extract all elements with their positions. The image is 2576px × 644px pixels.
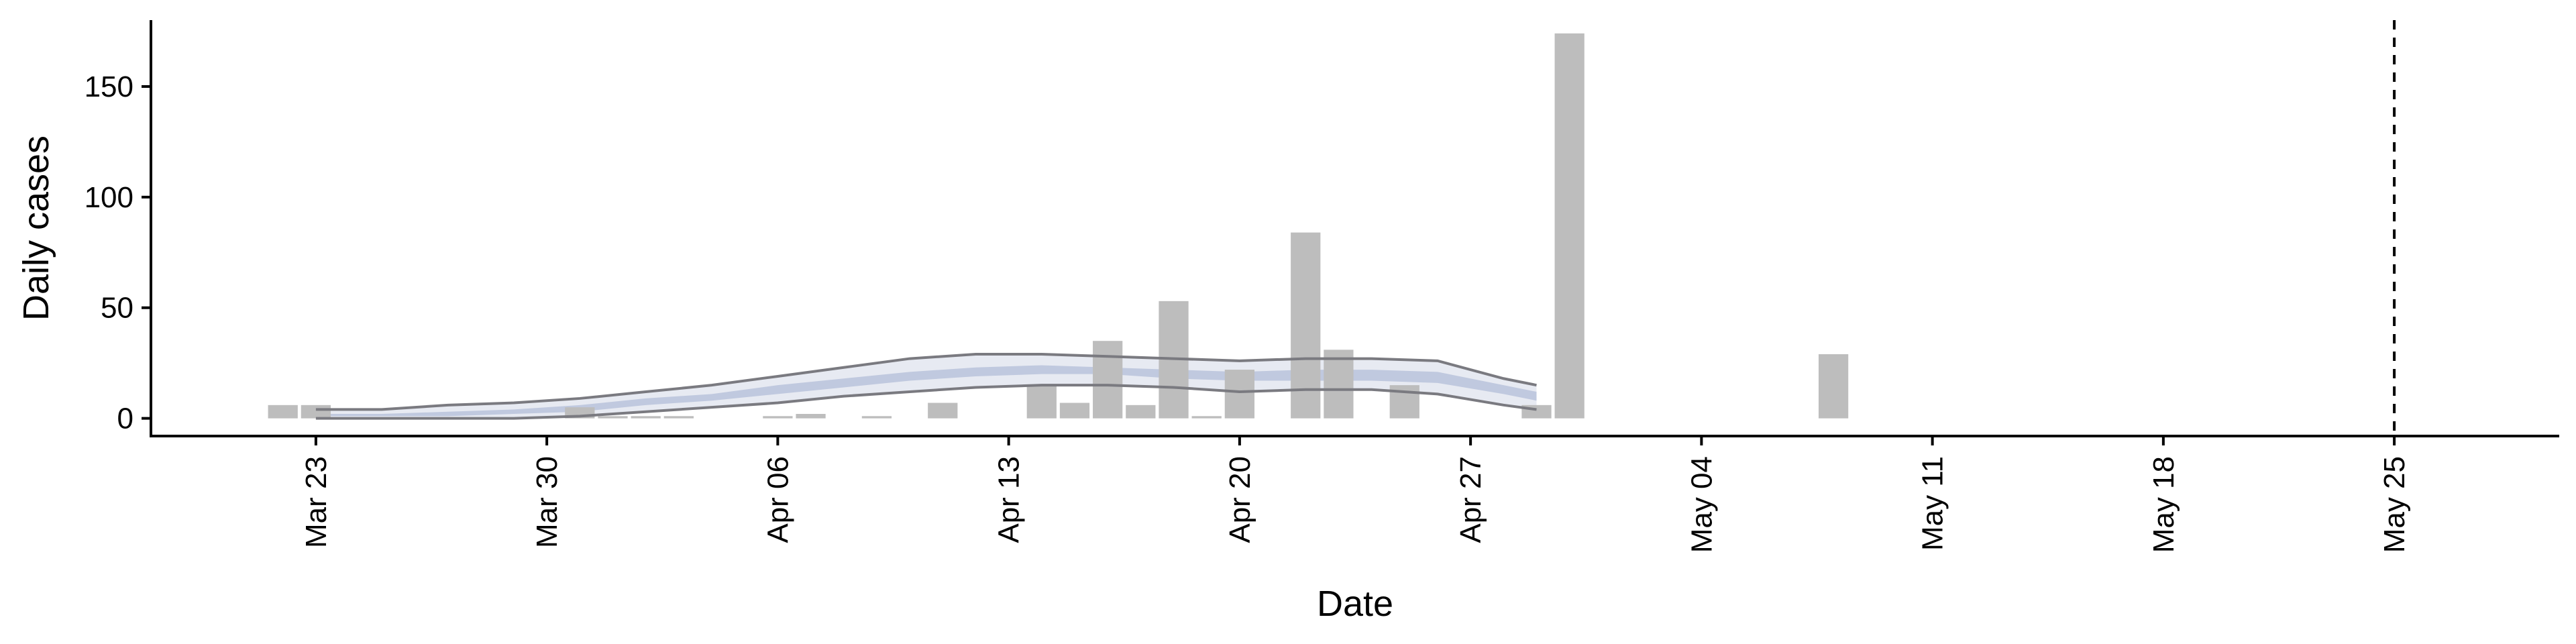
bar bbox=[1291, 232, 1321, 419]
y-axis-title: Daily cases bbox=[16, 136, 56, 321]
bar bbox=[1059, 402, 1090, 419]
bar bbox=[1191, 416, 1222, 419]
x-tick-label: Apr 27 bbox=[1454, 456, 1487, 543]
bar bbox=[1554, 33, 1585, 419]
bound-lines-layer bbox=[315, 352, 1537, 420]
x-tick-label: Apr 06 bbox=[761, 456, 794, 543]
x-tick-label: May 25 bbox=[2378, 456, 2411, 553]
bar bbox=[268, 405, 298, 419]
bar bbox=[1093, 341, 1123, 419]
bar bbox=[598, 416, 628, 419]
bar bbox=[1224, 370, 1255, 419]
y-tick-label: 50 bbox=[101, 292, 133, 325]
y-ticks: 0 50 100 150 bbox=[85, 70, 151, 435]
x-tick-label: May 04 bbox=[1685, 456, 1718, 553]
upper-bound-line bbox=[315, 352, 1537, 411]
bar bbox=[631, 416, 661, 419]
y-tick-label: 0 bbox=[117, 402, 133, 435]
y-tick-label: 150 bbox=[85, 70, 133, 103]
bars-layer bbox=[268, 33, 1849, 419]
bar bbox=[861, 416, 892, 419]
x-axis-title: Date bbox=[1317, 584, 1393, 624]
x-tick-label: Mar 23 bbox=[300, 456, 333, 548]
bar bbox=[763, 416, 793, 419]
x-tick-label: Apr 13 bbox=[993, 456, 1026, 543]
bar bbox=[663, 416, 694, 419]
x-tick-label: Apr 20 bbox=[1224, 456, 1256, 543]
x-ticks: Mar 23 Mar 30 Apr 06 Apr 13 Apr 20 Apr 27 May … bbox=[300, 436, 2411, 553]
bar bbox=[796, 414, 826, 419]
lower-bound-line bbox=[315, 384, 1537, 420]
x-tick-label: May 11 bbox=[1917, 456, 1949, 551]
bar bbox=[1818, 354, 1849, 419]
y-tick-label: 100 bbox=[85, 181, 133, 214]
projection-bands bbox=[315, 354, 1537, 419]
band-outer bbox=[315, 354, 1537, 419]
bar bbox=[1324, 350, 1354, 419]
bar bbox=[1126, 405, 1156, 419]
x-tick-label: Mar 30 bbox=[531, 456, 564, 548]
x-tick-label: May 18 bbox=[2147, 456, 2180, 553]
bar bbox=[1026, 385, 1057, 419]
bar bbox=[928, 402, 958, 419]
bar bbox=[301, 405, 331, 419]
